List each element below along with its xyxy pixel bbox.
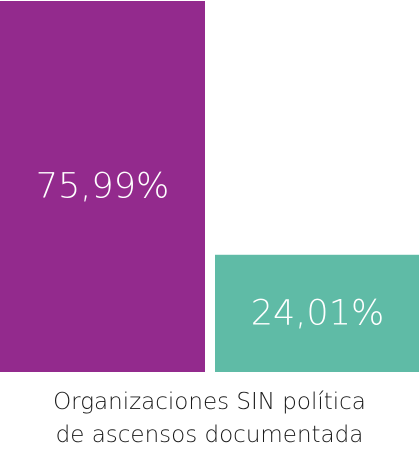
bar-2-value-label: 24,01% — [251, 293, 384, 333]
bar-1 — [0, 1, 205, 372]
bar-2 — [215, 254, 419, 372]
chart-caption: Organizaciones SIN política de ascensos … — [0, 386, 419, 452]
bar-1-value-label: 75,99% — [36, 167, 169, 207]
caption-line-1: Organizaciones SIN política — [53, 389, 366, 415]
bar-chart: 75,99% 24,01% — [0, 1, 419, 372]
caption-line-2: de ascensos documentada — [55, 422, 364, 448]
